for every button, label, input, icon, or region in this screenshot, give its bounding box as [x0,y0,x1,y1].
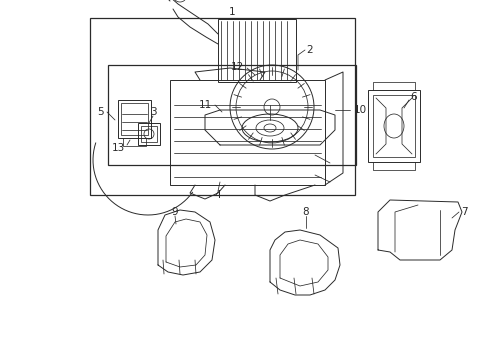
Bar [121,103,148,135]
Text: 11: 11 [198,100,212,110]
Bar [118,100,151,138]
Text: 7: 7 [461,207,467,217]
Text: 3: 3 [149,107,156,117]
Text: 4: 4 [215,190,221,200]
Bar [373,95,415,157]
Bar [170,80,325,185]
Text: 8: 8 [303,207,309,217]
Bar [108,65,356,165]
Text: 2: 2 [307,45,313,55]
Text: 9: 9 [172,207,178,217]
Text: 5: 5 [97,107,103,117]
Text: 13: 13 [111,143,124,153]
Bar [138,123,160,145]
Text: 10: 10 [353,105,367,115]
Text: 12: 12 [230,62,244,72]
Bar [141,126,157,142]
Bar [368,90,420,162]
Bar [90,18,355,195]
Text: 6: 6 [411,92,417,102]
Text: 1: 1 [229,7,236,17]
Bar [218,19,296,82]
